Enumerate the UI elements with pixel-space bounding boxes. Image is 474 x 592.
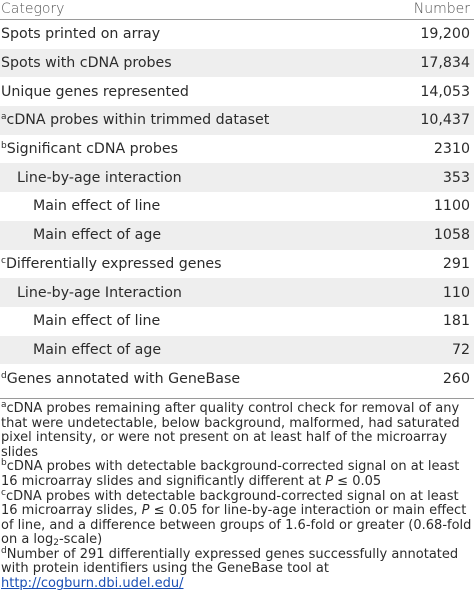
- row-label: Line-by-age Interaction: [1, 285, 182, 301]
- row-label: Main effect of line: [1, 313, 160, 329]
- table-row: acDNA probes within trimmed dataset 10,43…: [0, 106, 474, 135]
- row-label-text: Genes annotated with GeneBase: [6, 370, 241, 387]
- table-row: Main effect of line 1100: [0, 192, 474, 221]
- footnote-text: ≤ 0.05: [333, 473, 382, 489]
- table-row: Spots printed on array 19,200: [0, 20, 474, 49]
- table-row: dGenes annotated with GeneBase 260: [0, 364, 474, 393]
- row-label-text: Main effect of line: [33, 198, 161, 215]
- table-row: Main effect of age 72: [0, 335, 474, 365]
- row-value: 291: [442, 255, 470, 272]
- table-row: bSignificant cDNA probes 2310: [0, 135, 474, 164]
- footnote-mark: d: [1, 545, 7, 556]
- footnote-text: -scale): [58, 532, 103, 548]
- table-row: Unique genes represented 14,053: [0, 77, 474, 106]
- row-value: 10,437: [420, 112, 470, 129]
- footnote-d: dNumber of 291 differentially expressed …: [1, 545, 472, 592]
- footnote-mark: b: [1, 458, 7, 469]
- row-label-text: Spots with cDNA probes: [1, 55, 172, 72]
- footnote-mark: d: [1, 370, 7, 381]
- p-value-symbol: P: [141, 503, 150, 519]
- p-value-symbol: P: [325, 473, 334, 489]
- footnote-text: cDNA probes with detectable background-c…: [1, 488, 459, 519]
- row-label: Main effect of age: [1, 227, 161, 243]
- footnote-mark: a: [1, 399, 7, 410]
- footnote-text: Number of 291 differentially expressed g…: [1, 546, 459, 577]
- column-header-number: Number: [413, 1, 470, 17]
- table-body: Spots printed on array 19,200 Spots with c…: [0, 20, 474, 393]
- row-label: Main effect of age: [1, 342, 161, 358]
- row-label: Spots printed on array: [1, 26, 160, 42]
- footnote-mark: a: [1, 112, 7, 123]
- footnote-text: ≤ 0.05 for line-by-age interaction or ma…: [1, 503, 472, 548]
- table-row: Main effect of line 181: [0, 307, 474, 336]
- row-value: 110: [442, 284, 470, 301]
- footnote-c: ccDNA probes with detectable background-…: [1, 487, 472, 549]
- footnote-mark: c: [1, 487, 6, 498]
- column-header-category: Category: [1, 1, 65, 17]
- row-label-text: Line-by-age Interaction: [17, 284, 182, 301]
- row-label-text: Unique genes represented: [1, 83, 189, 100]
- row-label: dGenes annotated with GeneBase: [1, 371, 240, 387]
- row-label: Main effect of line: [1, 198, 160, 214]
- row-label-text: Line-by-age interaction: [17, 169, 182, 186]
- row-label-text: Main effect of age: [33, 227, 162, 244]
- row-value: 1058: [433, 227, 470, 244]
- row-label-text: Spots printed on array: [1, 26, 161, 43]
- row-label: cDifferentially expressed genes: [1, 256, 222, 272]
- row-label: Line-by-age interaction: [1, 170, 182, 186]
- row-value: 1100: [433, 198, 470, 215]
- row-label: Unique genes represented: [1, 84, 189, 100]
- table-row: Main effect of age 1058: [0, 220, 474, 250]
- row-label-text: Significant cDNA probes: [6, 141, 178, 158]
- table-row: Line-by-age Interaction 110: [0, 278, 474, 307]
- table-row: Spots with cDNA probes 17,834: [0, 48, 474, 78]
- footnote-b: bcDNA probes with detectable background-…: [1, 458, 472, 489]
- table-row: cDifferentially expressed genes 291: [0, 250, 474, 279]
- footnote-text: cDNA probes with detectable background-c…: [1, 459, 460, 489]
- row-label: bSignificant cDNA probes: [1, 141, 178, 157]
- genebase-link[interactable]: http://cogburn.dbi.udel.edu/: [1, 576, 184, 592]
- footnote-mark: c: [1, 255, 6, 266]
- row-label: acDNA probes within trimmed dataset: [1, 112, 269, 128]
- row-value: 181: [442, 313, 470, 330]
- table-divider: [0, 397, 474, 399]
- row-value: 260: [442, 370, 470, 387]
- table-header: Category Number: [0, 0, 474, 20]
- row-value: 17,834: [420, 55, 470, 72]
- row-value: 353: [442, 169, 470, 186]
- table-row: Line-by-age interaction 353: [0, 163, 474, 193]
- footnote-mark: b: [1, 141, 7, 152]
- row-value: 14,053: [420, 83, 470, 100]
- row-label-text: Main effect of line: [33, 313, 161, 330]
- footnote-a: acDNA probes remaining after quality con…: [1, 399, 472, 460]
- row-label-text: Main effect of age: [33, 341, 162, 358]
- log-base-subscript: 2: [53, 538, 59, 549]
- footnote-text: cDNA probes remaining after quality cont…: [1, 400, 460, 460]
- row-label: Spots with cDNA probes: [1, 55, 172, 71]
- row-value: 19,200: [420, 26, 470, 43]
- row-label-text: cDNA probes within trimmed dataset: [6, 112, 270, 129]
- row-value: 2310: [433, 141, 470, 158]
- row-label-text: Differentially expressed genes: [5, 255, 222, 272]
- row-value: 72: [451, 341, 470, 358]
